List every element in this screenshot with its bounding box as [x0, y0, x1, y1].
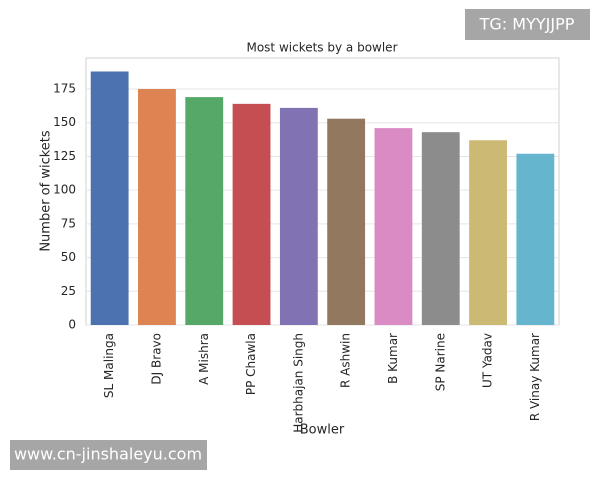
chart-title: Most wickets by a bowler — [246, 41, 397, 55]
bar — [374, 128, 413, 325]
x-tick-label: PP Chawla — [244, 333, 258, 395]
watermark-box — [10, 440, 207, 470]
watermark: TG: MYYJJPP — [479, 15, 575, 34]
bar — [279, 107, 318, 325]
watermark-box — [465, 9, 590, 40]
x-tick-label: SP Narine — [433, 333, 447, 391]
x-tick-label: A Mishra — [197, 333, 211, 385]
x-tick-label: B Kumar — [386, 333, 400, 384]
watermark: www.cn-jinshaleyu.com — [14, 445, 202, 464]
y-axis-label: Number of wickets — [39, 130, 54, 252]
x-tick-label: Harbhajan Singh — [291, 333, 305, 433]
x-axis-label: Bowler — [300, 423, 345, 438]
x-tick-label: R Vinay Kumar — [528, 333, 542, 421]
bar — [469, 140, 507, 325]
y-tick-label: 75 — [61, 216, 76, 230]
y-tick-label: 175 — [53, 82, 76, 96]
bar — [232, 103, 271, 326]
x-tick-label: R Ashwin — [339, 333, 353, 388]
y-tick-label: 25 — [61, 284, 76, 298]
x-tick-label: SL Malinga — [102, 333, 116, 398]
y-tick-label: 50 — [61, 250, 76, 264]
y-tick-label: 0 — [68, 318, 76, 332]
bar — [327, 118, 366, 325]
bar — [185, 97, 224, 325]
bar — [138, 89, 176, 325]
x-tick-label: UT Yadav — [481, 333, 495, 388]
bar — [421, 132, 460, 325]
x-tick-label: DJ Bravo — [149, 333, 163, 385]
y-tick-label: 150 — [53, 115, 76, 129]
y-tick-label: 125 — [53, 149, 76, 163]
y-tick-label: 100 — [53, 183, 76, 197]
bar — [90, 71, 129, 325]
bar — [516, 153, 555, 325]
